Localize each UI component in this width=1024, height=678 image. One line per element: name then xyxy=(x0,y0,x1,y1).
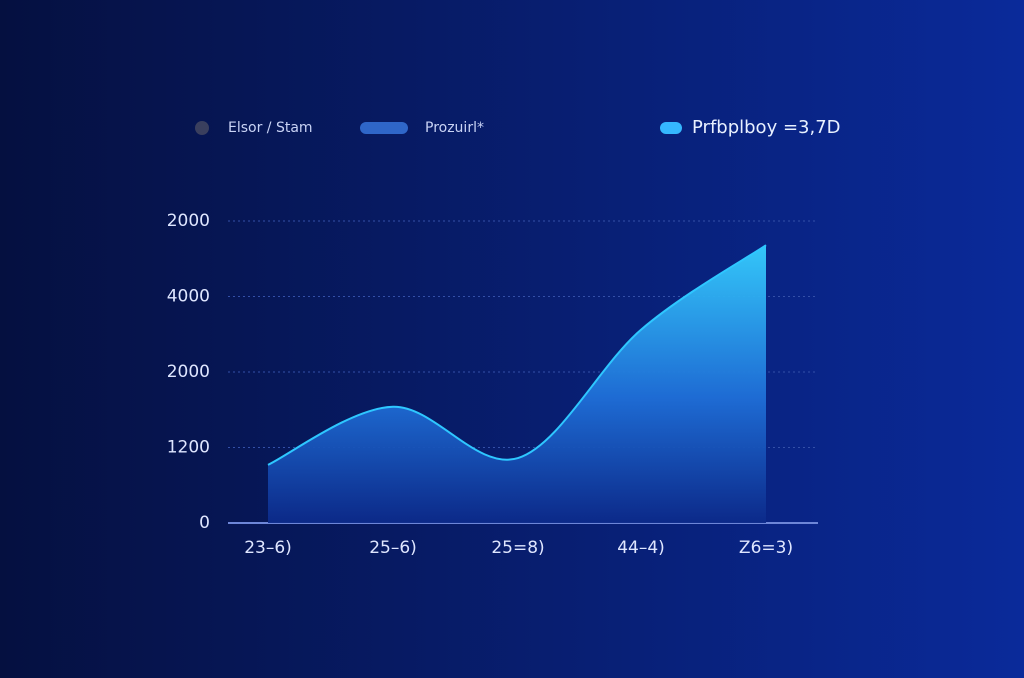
x-tick-label: 44–4) xyxy=(617,538,665,558)
legend-swatch xyxy=(360,122,408,134)
area xyxy=(268,245,766,523)
legend-label: Prozuirl* xyxy=(425,120,484,136)
legend-label: Prfbplboy =3,7D xyxy=(692,117,841,138)
legend-swatch xyxy=(195,121,209,135)
y-tick-label: 1200 xyxy=(167,438,210,458)
x-tick-label: 25=8) xyxy=(491,538,544,558)
y-tick-label: 2000 xyxy=(167,362,210,382)
legend-swatch xyxy=(660,122,682,134)
x-tick-label: 23–6) xyxy=(244,538,292,558)
x-tick-label: 25–6) xyxy=(369,538,417,558)
area-line xyxy=(267,244,767,466)
y-tick-label: 0 xyxy=(199,513,210,533)
y-tick-label: 2000 xyxy=(167,211,210,231)
y-tick-label: 4000 xyxy=(167,287,210,307)
legend-label: Elsor / Stam xyxy=(228,120,313,136)
x-tick-label: Z6=3) xyxy=(739,538,793,558)
